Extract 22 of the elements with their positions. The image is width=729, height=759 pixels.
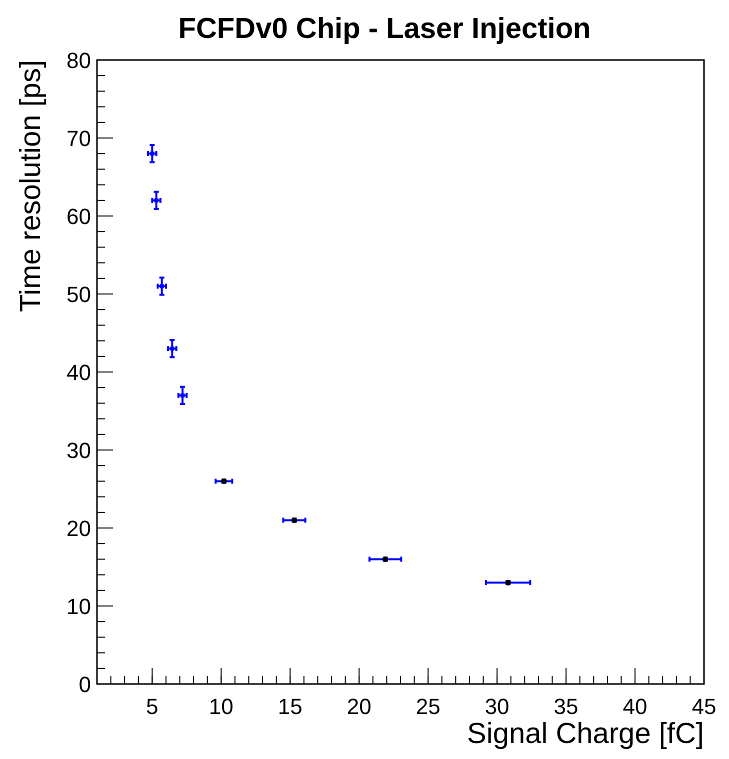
y-tick-label: 20: [66, 516, 91, 541]
y-tick-label: 50: [66, 282, 91, 307]
x-tick-label: 40: [622, 694, 648, 719]
x-tick-label: 15: [278, 694, 302, 719]
y-tick-label: 0: [78, 672, 91, 697]
y-tick-label: 30: [66, 438, 91, 463]
chart-title: FCFDv0 Chip - Laser Injection: [178, 13, 591, 45]
y-tick-label: 60: [66, 204, 91, 229]
x-tick-label: 30: [484, 694, 510, 719]
y-tick-label: 10: [66, 594, 91, 619]
y-tick-label: 40: [66, 360, 91, 385]
x-tick-label: 45: [692, 694, 716, 719]
x-tick-label: 5: [146, 694, 158, 719]
x-tick-label: 35: [554, 694, 578, 719]
y-tick-label: 80: [66, 48, 91, 73]
y-axis-title: Time resolution [ps]: [15, 60, 47, 312]
y-tick-label: 70: [66, 126, 91, 151]
x-axis-title: Signal Charge [fC]: [467, 718, 704, 750]
point: [180, 393, 185, 398]
x-tick-label: 10: [208, 694, 234, 719]
x-tick-label: 25: [416, 694, 440, 719]
x-tick-label: 20: [346, 694, 372, 719]
